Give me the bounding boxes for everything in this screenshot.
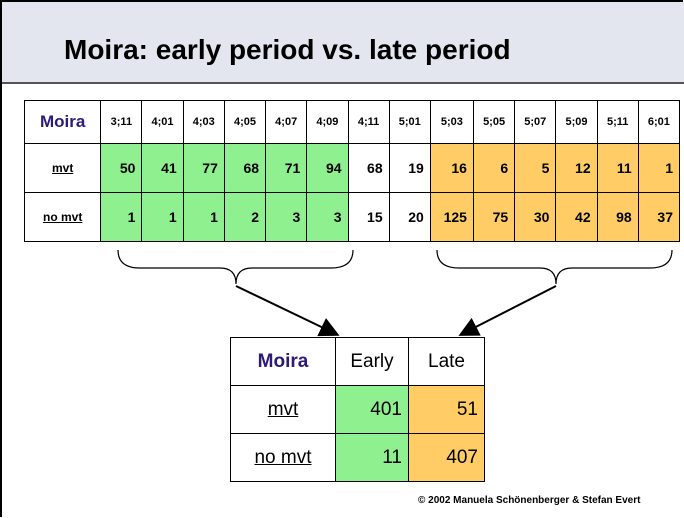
table-cell: 50	[100, 143, 143, 193]
table-cell: 1	[141, 192, 184, 242]
right-brace	[436, 249, 673, 285]
table-cell: 1	[637, 143, 681, 193]
table-cell: 11	[335, 433, 409, 482]
table-cell: 5	[514, 143, 557, 193]
table-cell: 407	[408, 433, 485, 482]
table-cell: no mvt	[230, 433, 336, 482]
table-cell: 75	[472, 192, 516, 242]
table-cell: 3	[306, 192, 349, 242]
table-cell: 41	[141, 143, 184, 193]
right-arrow	[458, 285, 557, 336]
title: Moira: early period vs. late period	[64, 34, 511, 65]
table-cell: Moira	[23, 100, 102, 144]
left-arrow	[235, 285, 340, 337]
table-cell: 1	[100, 192, 143, 242]
table-cell: Early	[335, 337, 409, 386]
table-cell: 4;05	[223, 100, 267, 144]
table-cell: 5;05	[472, 100, 516, 144]
table-cell: Moira	[230, 337, 336, 386]
table-row: mvt 401 51	[230, 385, 485, 434]
table-cell: mvt	[230, 385, 336, 434]
title-bar	[2, 2, 684, 84]
table-row: no mvt 11 407	[230, 433, 485, 482]
table-cell: 51	[408, 385, 485, 434]
table-cell: 3	[265, 192, 308, 242]
summary-table: Moira Early Late mvt 401 51 no mvt 11 407	[230, 337, 485, 482]
table-row: no mvt 1 1 1 2 3 3 15 20 125 75 30 42 98 37	[23, 192, 681, 242]
table-row: Moira Early Late	[230, 337, 485, 386]
table-cell: 71	[265, 143, 308, 193]
table-cell: 12	[555, 143, 598, 193]
table-cell: 42	[555, 192, 598, 242]
table-cell: 4;01	[141, 100, 184, 144]
table-row: Moira 3;11 4;01 4;03 4;05 4;07 4;09 4;11 5;01 5;0…	[23, 100, 681, 144]
table-cell: 15	[347, 192, 390, 242]
table-cell: 2	[223, 192, 267, 242]
table-cell: 16	[429, 143, 474, 193]
table-cell: 4;03	[182, 100, 225, 144]
table-cell: 4;09	[306, 100, 349, 144]
table-cell: 1	[182, 192, 225, 242]
table-cell: 6	[472, 143, 516, 193]
footer: © 2002 Manuela Schönenberger & Stefan Ev…	[418, 495, 641, 506]
table-cell: 401	[335, 385, 409, 434]
left-brace	[117, 249, 354, 285]
table-cell: 68	[347, 143, 390, 193]
table-cell: 5;01	[388, 100, 431, 144]
table-cell: 37	[637, 192, 681, 242]
table-cell: 5;09	[555, 100, 598, 144]
table-cell: 5;03	[429, 100, 474, 144]
table-cell: 5;07	[514, 100, 557, 144]
table-cell: Late	[408, 337, 485, 386]
table-cell: no mvt	[23, 192, 102, 242]
table-cell: 77	[182, 143, 225, 193]
table-cell: 94	[306, 143, 349, 193]
table-cell: 11	[596, 143, 639, 193]
table-cell: 5;11	[596, 100, 639, 144]
table-row: mvt 50 41 77 68 71 94 68 19 16 6 5 12 11 1	[23, 143, 681, 193]
table-cell: 20	[388, 192, 431, 242]
table-cell: 19	[388, 143, 431, 193]
table-cell: 125	[429, 192, 474, 242]
period-table: Moira 3;11 4;01 4;03 4;05 4;07 4;09 4;11 5;01 5;0…	[23, 100, 681, 242]
